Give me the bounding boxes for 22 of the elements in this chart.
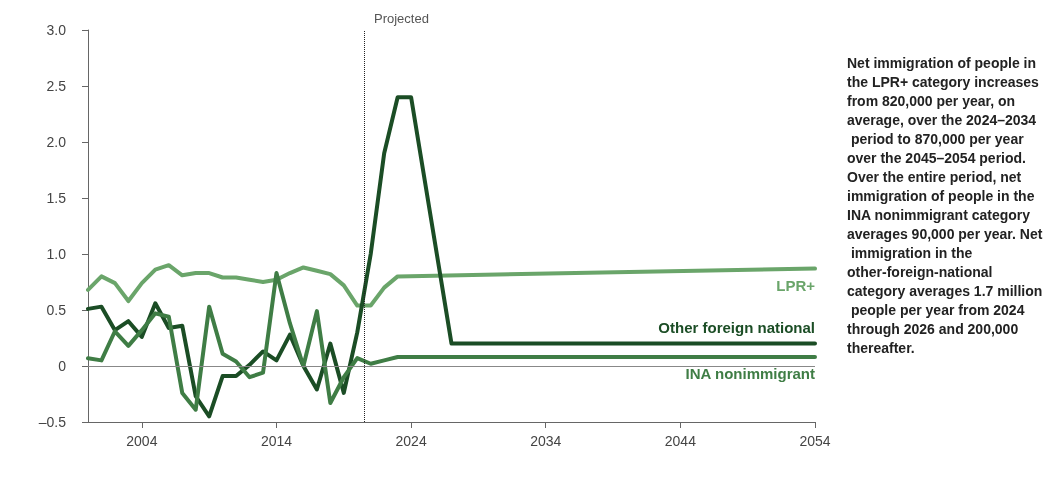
- y-tick-label: 0: [58, 358, 67, 374]
- x-tick-label: 2014: [260, 433, 293, 449]
- y-tick-label: 2.5: [46, 78, 67, 94]
- x-tick-label: 2054: [799, 433, 831, 449]
- ref-line-label: Projected: [373, 11, 429, 26]
- x-tick-label: 2044: [664, 433, 697, 449]
- x-tick-label: 2004: [126, 433, 158, 449]
- line-series: [86, 263, 817, 308]
- x-tick-label: 2024: [395, 433, 427, 449]
- series-label: Other foreign national: [658, 318, 815, 336]
- y-tick-label: 0.5: [46, 302, 67, 318]
- y-tick-label: 2.0: [46, 134, 67, 150]
- y-tick-label: 1.5: [46, 190, 67, 206]
- line-series: [86, 95, 817, 419]
- y-tick-label: –0.5: [38, 414, 67, 430]
- x-tick-label: 2034: [530, 433, 562, 449]
- y-tick-label: 3.0: [46, 22, 67, 38]
- series-label: LPR+: [776, 276, 816, 294]
- y-tick-label: 1.0: [46, 246, 67, 262]
- line-series: [86, 271, 817, 412]
- text: Net immigration of people in the LPR+ category increases from 820,000 per year, on average, over the 2024–2034 period to 870,000 per year over the 2045–2054 period. Over the entire period, net immigration of people in the INA nonimmigrant category averages 90,000 per year. Net immigration in the other-foreign-national category averages 1.7 million people per year from 2024 through 2026 and 200,000 thereafter.: [847, 54, 1043, 356]
- series-label: INA nonimmigrant: [685, 365, 815, 383]
